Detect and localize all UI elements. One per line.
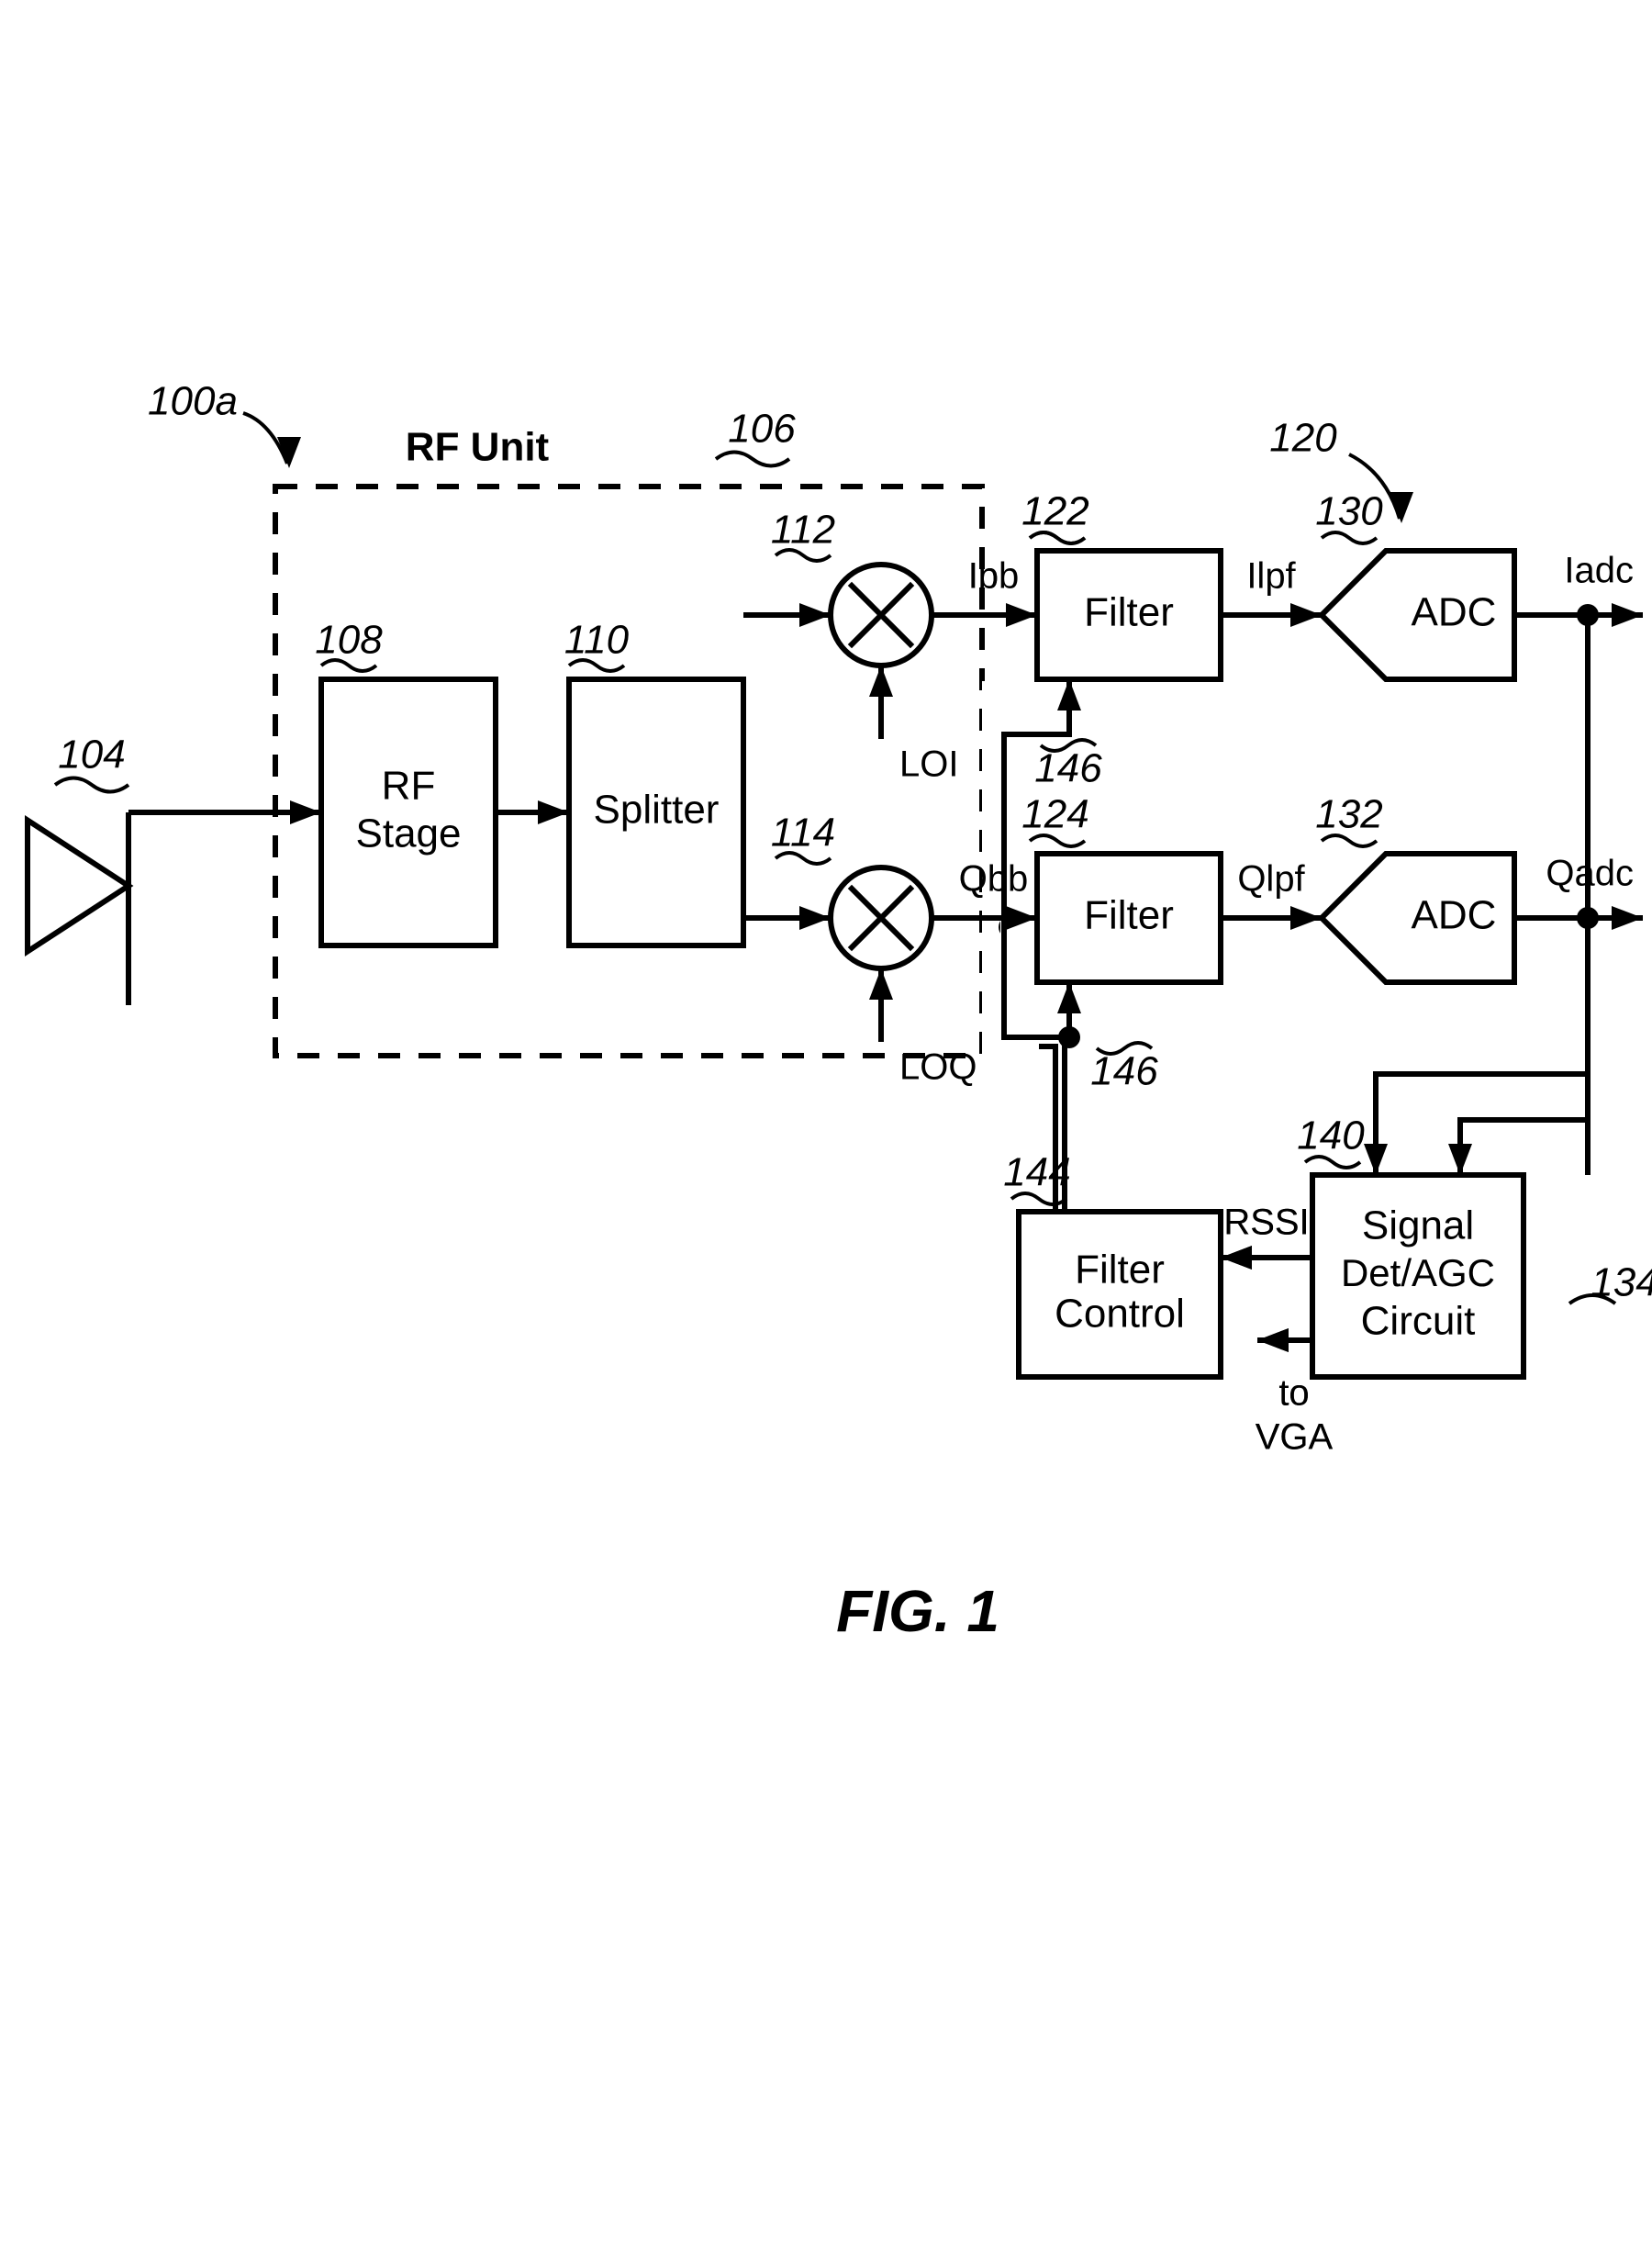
svg-text:Control: Control xyxy=(1055,1292,1185,1337)
svg-text:110: 110 xyxy=(564,618,630,663)
svg-text:106: 106 xyxy=(728,407,796,452)
svg-text:Splitter: Splitter xyxy=(594,788,720,833)
svg-text:Filter: Filter xyxy=(1084,590,1174,635)
svg-text:Qlpf: Qlpf xyxy=(1237,859,1305,900)
svg-text:RF: RF xyxy=(382,764,436,809)
svg-text:ADC: ADC xyxy=(1412,590,1497,635)
svg-text:104: 104 xyxy=(58,733,125,778)
svg-text:VGA: VGA xyxy=(1256,1417,1334,1458)
svg-text:Signal: Signal xyxy=(1362,1203,1474,1248)
svg-text:ADC: ADC xyxy=(1412,893,1497,938)
svg-text:146: 146 xyxy=(1090,1049,1158,1094)
svg-text:Iadc: Iadc xyxy=(1564,551,1634,591)
svg-text:to: to xyxy=(1278,1373,1309,1414)
svg-text:132: 132 xyxy=(1315,792,1382,837)
svg-text:RSSI: RSSI xyxy=(1223,1203,1309,1243)
svg-text:Filter: Filter xyxy=(1075,1248,1165,1292)
svg-text:144: 144 xyxy=(1003,1150,1070,1195)
svg-text:108: 108 xyxy=(315,618,383,663)
svg-text:124: 124 xyxy=(1021,792,1088,837)
svg-text:LOQ: LOQ xyxy=(899,1047,977,1088)
svg-text:Ilpf: Ilpf xyxy=(1246,556,1296,597)
svg-text:130: 130 xyxy=(1315,489,1383,534)
svg-text:134: 134 xyxy=(1591,1260,1652,1305)
svg-text:Circuit: Circuit xyxy=(1361,1299,1476,1344)
svg-text:114: 114 xyxy=(771,811,835,856)
svg-text:Filter: Filter xyxy=(1084,893,1174,938)
svg-text:FIG. 1: FIG. 1 xyxy=(836,1578,999,1644)
svg-text:Qbb: Qbb xyxy=(959,859,1029,900)
svg-text:RF Unit: RF Unit xyxy=(406,425,550,470)
svg-text:146: 146 xyxy=(1034,746,1102,791)
svg-text:140: 140 xyxy=(1297,1113,1365,1158)
svg-text:112: 112 xyxy=(771,508,835,553)
svg-text:Det/AGC: Det/AGC xyxy=(1341,1251,1495,1294)
svg-text:Stage: Stage xyxy=(356,811,462,856)
svg-text:122: 122 xyxy=(1021,489,1088,534)
svg-text:120: 120 xyxy=(1269,416,1337,461)
svg-text:LOI: LOI xyxy=(899,744,958,785)
svg-text:Ibb: Ibb xyxy=(968,556,1020,597)
svg-text:100a: 100a xyxy=(148,379,238,424)
